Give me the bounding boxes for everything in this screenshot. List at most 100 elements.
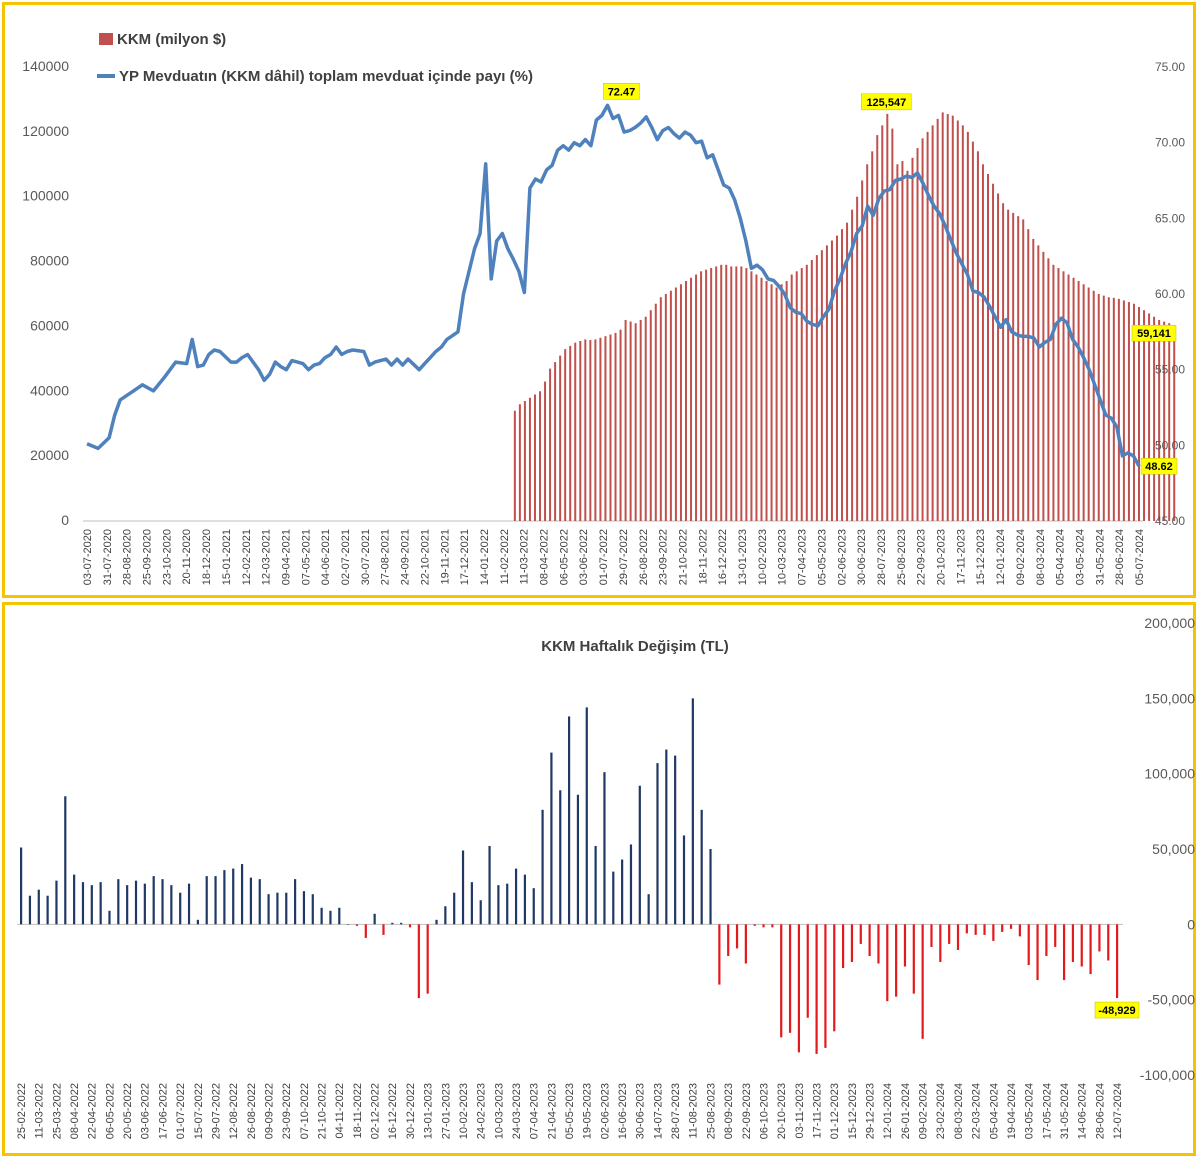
negative-change-bar [983,924,986,935]
positive-change-bar [302,891,306,925]
x-tick-label: 31-07-2020 [102,529,114,585]
data-callout-box [1094,1001,1140,1019]
x-tick-label: 21-04-2023 [546,1083,558,1139]
positive-change-bar [240,864,244,925]
x-tick-label: 26-01-2024 [900,1083,912,1139]
x-tick-label: 13-01-2023 [737,529,749,585]
x-tick-label: 05-04-2024 [1055,529,1067,585]
x-tick-label: 03-05-2024 [1024,1083,1036,1139]
kkm-bar [559,355,562,521]
kkm-bar [1037,245,1040,521]
negative-change-bar [974,924,977,935]
kkm-bar [951,115,954,522]
kkm-bar [544,381,547,521]
kkm-bar [619,329,622,521]
top-chart-panel: 0 20000 40000 60000 80000 100000 120000 140000 … [2,2,1196,598]
x-tick-label: 25-08-2023 [896,529,908,585]
x-tick-label: 21-10-2022 [317,1083,329,1139]
x-tick-label: 12-07-2024 [1112,1083,1124,1139]
kkm-bar [664,294,667,521]
kkm-bar [1032,238,1035,521]
x-tick-label: 08-09-2023 [723,1083,735,1139]
negative-change-bar [815,924,818,1054]
positive-change-bar [479,900,482,925]
kkm-bar [1002,203,1005,521]
data-callout-box [861,93,912,111]
kkm-bar [1117,298,1120,521]
kkm-bar [730,266,733,521]
x-tick-label: 21-10-2022 [677,529,689,585]
x-tick-label: 09-02-2024 [1015,529,1027,585]
x-tick-label: 10-03-2023 [493,1083,505,1139]
kkm-bar [750,271,753,521]
left-y-tick-label: 80000 [30,253,69,269]
negative-change-bar [727,924,730,956]
kkm-bar [1082,284,1085,521]
positive-change-bar [338,907,341,925]
kkm-bar [629,321,632,521]
positive-change-bar [205,876,208,925]
positive-change-bar [108,910,111,925]
x-tick-label: 03-06-2022 [578,529,590,585]
kkm-bar [554,362,557,521]
kkm-bar [654,303,657,521]
kkm-bar [1122,300,1125,521]
kkm-bar [1042,251,1045,522]
positive-change-bar [55,880,58,925]
negative-change-bar [877,924,880,964]
x-axis: 03-07-2020 31-07-2020 28-08-2020 25-09-2020… [82,529,1146,585]
x-tick-label: 07-05-2021 [300,529,312,585]
negative-change-bar [903,924,907,967]
left-y-axis: 0 20000 40000 60000 80000 100000 120000 140000 [22,58,69,528]
x-tick-label: 01-07-2022 [598,529,610,585]
legend-label-fx-share: YP Mevduatın (KKM dâhil) toplam mevduat … [119,68,533,85]
kkm-bar [810,259,813,521]
kkm-bar [1097,294,1100,521]
x-tick-label: 19-04-2024 [1006,1083,1018,1139]
positive-change-bar [709,849,712,925]
x-tick-label: 12-03-2021 [261,529,273,585]
positive-change-bar [170,885,173,925]
kkm-bar [886,113,889,521]
kkm-bar [1057,268,1060,521]
positive-change-bar [621,859,624,925]
x-tick-label: 28-06-2024 [1094,1083,1106,1139]
positive-change-bar [347,924,350,925]
kkm-bar [790,274,793,521]
x-tick-label: 28-08-2020 [122,529,134,585]
positive-change-bar [523,874,527,925]
kkm-bar [755,274,758,521]
kkm-bar [876,135,879,521]
x-tick-label: 03-07-2020 [82,529,94,585]
positive-change-bar [603,772,606,925]
kkm-bar [815,255,818,522]
x-tick-label: 06-05-2022 [104,1083,116,1139]
chart-title: KKM Haftalık Değişim (TL) [541,638,729,655]
left-y-tick-label: 120000 [22,123,69,139]
x-tick-label: 28-07-2023 [670,1083,682,1139]
x-tick-label: 14-06-2024 [1077,1083,1089,1139]
x-tick-label: 29-07-2022 [618,529,630,585]
x-tick-label: 05-04-2024 [988,1083,1000,1139]
x-tick-label: 05-05-2023 [564,1083,576,1139]
kkm-bar [780,284,783,521]
data-callout: 125,547 [866,97,906,109]
x-tick-label: 07-10-2022 [299,1083,311,1139]
x-tick-label: 22-04-2022 [87,1083,99,1139]
negative-change-bar [1018,924,1021,937]
x-tick-label: 22-10-2021 [419,529,431,585]
kkm-bar [785,281,788,521]
kkm-bar [705,269,708,521]
positive-change-bar [311,894,314,925]
negative-change-bar [780,924,783,1038]
positive-change-bar [400,922,403,925]
kkm-bar [1143,310,1146,521]
kkm-bar [649,310,652,521]
positive-change-bar [461,850,465,925]
kkm-bar [539,391,542,521]
x-tick-label: 20-10-2023 [776,1083,788,1139]
negative-change-bar [788,924,792,1033]
x-tick-label: 30-12-2022 [405,1083,417,1139]
negative-change-bar [718,924,721,985]
kkm-bar [1047,258,1050,521]
